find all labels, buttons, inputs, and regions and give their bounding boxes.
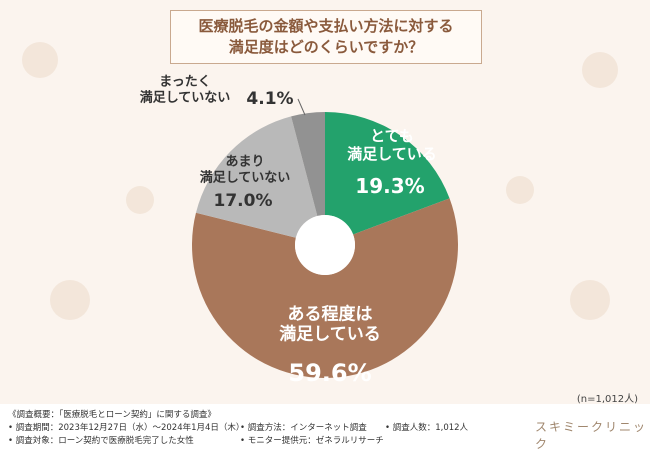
slice (192, 198, 458, 378)
survey-item: • モニター提供元：ゼネラルリサーチ (240, 436, 384, 446)
chart-title: 医療脱毛の金額や支払い方法に対する 満足度はどのくらいですか？ (170, 10, 482, 64)
leader-line (297, 98, 306, 116)
slice-label: ある程度は 満足している (279, 304, 381, 345)
slice-label: あまり 満足していない (199, 154, 291, 185)
value-label: 19.3% (355, 174, 425, 198)
survey-heading: 《調査概要：「医療脱毛とローン契約」に関する調査》 (8, 410, 216, 420)
value-label: 59.6% (288, 359, 372, 387)
slice (195, 116, 318, 238)
slice-label: まったく 満足していない (139, 74, 231, 105)
logo: スキミークリニック (535, 420, 648, 450)
chart (22, 42, 618, 378)
sample-note: (n=1,012人) (576, 394, 638, 405)
footer (0, 404, 650, 450)
background-pattern (22, 42, 618, 320)
slice (325, 112, 450, 235)
slice-label: とても 満足している (347, 127, 437, 163)
value-label: 4.1% (246, 89, 294, 109)
slice (291, 112, 325, 216)
survey-item: • 調査対象：ローン契約で医療脱毛完了した女性 (8, 436, 194, 446)
donut-hole (295, 215, 355, 275)
value-label: 17.0% (213, 191, 273, 211)
survey-item: • 調査方法：インターネット調査 (240, 423, 367, 433)
survey-item: • 調査期間：2023年12月27日（水）～2024年1月4日（木） (8, 423, 245, 433)
survey-item: • 調査人数：1,012人 (385, 423, 469, 433)
